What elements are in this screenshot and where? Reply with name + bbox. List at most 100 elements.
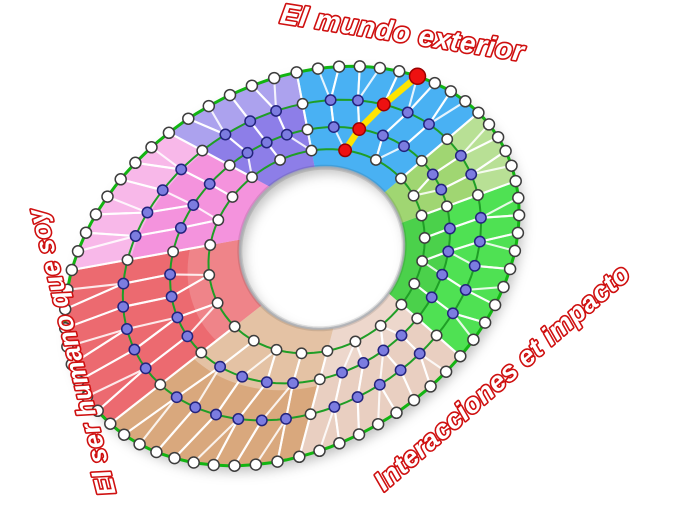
- graph-node[interactable]: [274, 153, 287, 166]
- graph-node[interactable]: [374, 319, 387, 332]
- graph-node[interactable]: [168, 451, 181, 465]
- graph-node[interactable]: [349, 335, 362, 348]
- graph-node[interactable]: [411, 312, 424, 325]
- graph-node[interactable]: [426, 168, 439, 181]
- graph-node[interactable]: [413, 347, 426, 360]
- graph-node[interactable]: [471, 189, 484, 201]
- graph-node[interactable]: [418, 231, 431, 244]
- graph-node[interactable]: [203, 177, 216, 190]
- graph-node[interactable]: [424, 380, 437, 393]
- graph-node[interactable]: [167, 245, 180, 258]
- graph-node[interactable]: [491, 130, 505, 144]
- path-node[interactable]: [338, 143, 353, 158]
- graph-node[interactable]: [271, 455, 284, 468]
- graph-node[interactable]: [313, 373, 326, 386]
- graph-node[interactable]: [175, 163, 188, 176]
- graph-node[interactable]: [226, 190, 239, 203]
- graph-node[interactable]: [79, 226, 93, 239]
- graph-node[interactable]: [58, 302, 72, 316]
- graph-node[interactable]: [351, 391, 364, 404]
- graph-node[interactable]: [58, 321, 72, 335]
- graph-node[interactable]: [295, 347, 308, 360]
- path-node[interactable]: [408, 67, 427, 86]
- graph-node[interactable]: [232, 413, 245, 425]
- graph-node[interactable]: [287, 377, 299, 390]
- graph-node[interactable]: [407, 189, 420, 202]
- highlighted-path[interactable]: [341, 73, 421, 154]
- graph-node[interactable]: [270, 343, 283, 356]
- graph-node[interactable]: [187, 456, 200, 469]
- graph-node[interactable]: [401, 106, 414, 119]
- graph-node[interactable]: [428, 76, 442, 90]
- graph-node[interactable]: [104, 417, 117, 430]
- graph-node[interactable]: [357, 356, 370, 369]
- graph-node[interactable]: [293, 450, 306, 464]
- graph-node[interactable]: [436, 268, 449, 281]
- graph-node[interactable]: [332, 60, 346, 73]
- graph-node[interactable]: [467, 333, 480, 346]
- graph-node[interactable]: [260, 376, 273, 389]
- graph-node[interactable]: [211, 297, 224, 309]
- graph-node[interactable]: [247, 334, 260, 347]
- graph-node[interactable]: [442, 245, 455, 258]
- graph-node[interactable]: [241, 146, 254, 159]
- graph-node[interactable]: [101, 190, 114, 203]
- graph-node[interactable]: [505, 159, 518, 172]
- graph-node[interactable]: [65, 263, 79, 277]
- graph-node[interactable]: [478, 316, 492, 329]
- graph-node[interactable]: [390, 406, 403, 420]
- graph-node[interactable]: [170, 391, 183, 404]
- graph-node[interactable]: [440, 200, 453, 213]
- graph-node[interactable]: [474, 211, 487, 224]
- graph-node[interactable]: [203, 269, 216, 281]
- graph-node[interactable]: [121, 253, 134, 266]
- graph-node[interactable]: [351, 94, 364, 107]
- graph-node[interactable]: [246, 171, 258, 184]
- graph-node[interactable]: [171, 311, 184, 324]
- graph-node[interactable]: [468, 259, 481, 272]
- graph-node[interactable]: [439, 365, 453, 378]
- graph-node[interactable]: [162, 126, 176, 140]
- graph-node[interactable]: [408, 277, 421, 290]
- graph-node[interactable]: [430, 329, 443, 342]
- graph-node[interactable]: [327, 121, 340, 134]
- graph-node[interactable]: [80, 390, 94, 403]
- graph-node[interactable]: [324, 94, 337, 107]
- graph-node[interactable]: [512, 191, 525, 205]
- graph-node[interactable]: [321, 344, 334, 357]
- graph-node[interactable]: [249, 458, 263, 471]
- graph-node[interactable]: [444, 85, 458, 98]
- graph-node[interactable]: [407, 393, 421, 407]
- graph-node[interactable]: [91, 404, 104, 418]
- graph-node[interactable]: [195, 346, 208, 359]
- graph-node[interactable]: [114, 173, 127, 186]
- graph-node[interactable]: [443, 222, 456, 235]
- graph-node[interactable]: [204, 239, 217, 251]
- path-node[interactable]: [352, 122, 367, 137]
- graph-node[interactable]: [511, 226, 525, 240]
- graph-node[interactable]: [89, 208, 103, 221]
- graph-node[interactable]: [353, 60, 367, 73]
- graph-node[interactable]: [369, 153, 382, 166]
- graph-node[interactable]: [392, 65, 406, 78]
- graph-node[interactable]: [150, 445, 163, 459]
- graph-node[interactable]: [454, 149, 467, 162]
- graph-node[interactable]: [117, 300, 130, 313]
- graph-node[interactable]: [196, 144, 209, 157]
- graph-node[interactable]: [228, 320, 241, 333]
- graph-node[interactable]: [280, 412, 292, 425]
- graph-node[interactable]: [202, 99, 216, 113]
- graph-node[interactable]: [207, 458, 220, 472]
- path-node[interactable]: [376, 97, 391, 112]
- graph-node[interactable]: [482, 118, 496, 131]
- graph-node[interactable]: [376, 129, 389, 142]
- graph-node[interactable]: [129, 230, 142, 242]
- graph-node[interactable]: [174, 221, 187, 234]
- graph-node[interactable]: [328, 400, 341, 413]
- graph-node[interactable]: [371, 417, 385, 431]
- graph-node[interactable]: [210, 408, 222, 421]
- graph-node[interactable]: [395, 298, 408, 311]
- graph-node[interactable]: [446, 307, 459, 320]
- graph-node[interactable]: [72, 374, 85, 388]
- graph-node[interactable]: [398, 140, 410, 153]
